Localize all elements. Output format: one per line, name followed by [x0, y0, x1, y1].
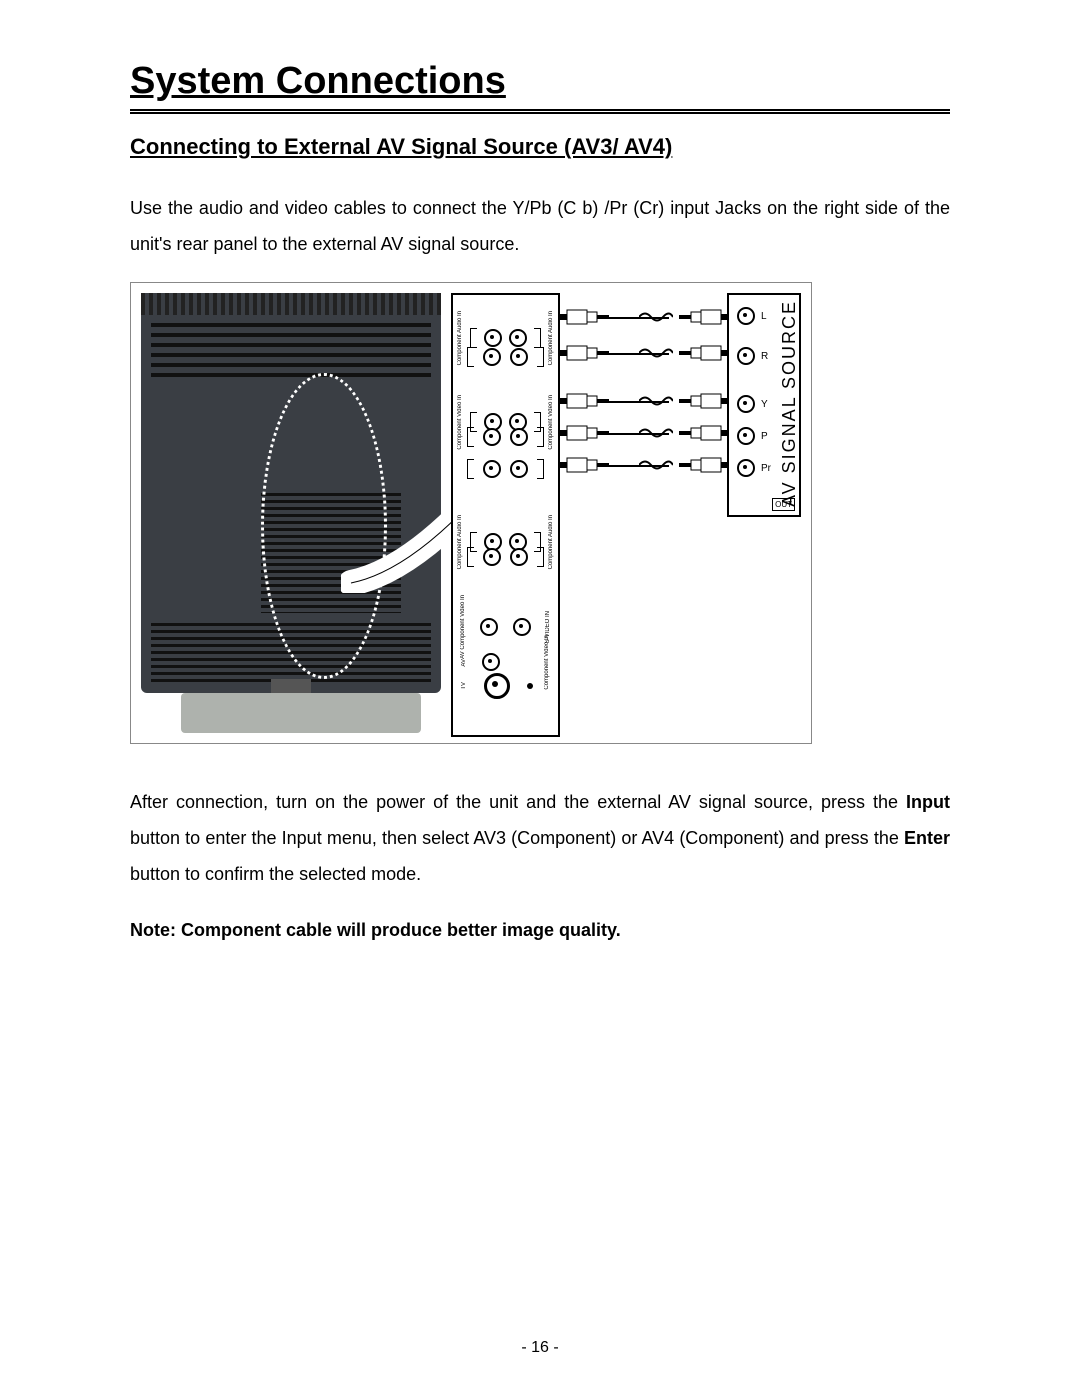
rca-jack-icon [509, 329, 527, 347]
jack-label: TV [461, 682, 467, 690]
source-jack: Pr [737, 459, 771, 477]
page-title: System Connections [130, 60, 950, 114]
enter-button-ref: Enter [904, 828, 950, 848]
tv-rear-illustration [141, 293, 441, 693]
jack-row: TV [453, 673, 558, 699]
coax-jack-icon [484, 673, 510, 699]
cable-slack-icon [639, 394, 673, 408]
rca-jack-icon [510, 428, 528, 446]
rca-jack-icon [510, 348, 528, 366]
rca-jack-icon [482, 653, 500, 671]
input-button-ref: Input [906, 792, 950, 812]
page-number: - 16 - [0, 1339, 1080, 1357]
cable-plug-icon [679, 344, 729, 362]
cable-plug-icon [559, 392, 609, 410]
cable-slack-icon [639, 458, 673, 472]
text: button to enter the Input menu, then sel… [130, 828, 904, 848]
jack-row [453, 547, 558, 567]
jack-row [453, 427, 558, 447]
rca-jack-icon [483, 460, 501, 478]
rca-jack-icon [510, 548, 528, 566]
cable-slack-icon [639, 346, 673, 360]
jack-letter: Pr [761, 463, 771, 474]
jack-panel-detail: Component Audio In Component Audio In Co… [451, 293, 560, 737]
instruction-paragraph: After connection, turn on the power of t… [130, 784, 950, 892]
jack-letter: R [761, 351, 768, 362]
jack-label: AV [461, 659, 467, 667]
jack-letter: P [761, 431, 768, 442]
aux-dot-icon [527, 683, 533, 689]
rca-jack-icon [513, 618, 531, 636]
source-jack: Y [737, 395, 768, 413]
cable-slack-icon [639, 310, 673, 324]
section-heading: Connecting to External AV Signal Source … [130, 134, 950, 160]
cable-plug-icon [559, 308, 609, 326]
cable-plug-icon [559, 344, 609, 362]
cable-slack-icon [639, 426, 673, 440]
manual-page: System Connections Connecting to Externa… [0, 0, 1080, 1397]
rca-jack-icon [737, 307, 755, 325]
text: button to confirm the selected mode. [130, 864, 421, 884]
rca-jack-icon [480, 618, 498, 636]
intro-paragraph: Use the audio and video cables to connec… [130, 190, 950, 262]
rca-jack-icon [737, 427, 755, 445]
note-paragraph: Note: Component cable will produce bette… [130, 912, 950, 948]
source-jack: R [737, 347, 768, 365]
rca-jack-icon [483, 548, 501, 566]
av-source-label: AV SIGNAL SOURCE [779, 293, 801, 513]
jack-letter: Y [761, 399, 768, 410]
jack-row [453, 347, 558, 367]
cable-plug-icon [679, 392, 729, 410]
connection-diagram: Component Audio In Component Audio In Co… [130, 282, 812, 744]
cable-plug-icon [559, 424, 609, 442]
rca-jack-icon [483, 348, 501, 366]
cable-plug-icon [559, 456, 609, 474]
cable-plug-icon [679, 456, 729, 474]
rca-jack-icon [510, 460, 528, 478]
source-jack: L [737, 307, 767, 325]
rca-jack-icon [737, 347, 755, 365]
rca-jack-icon [737, 459, 755, 477]
text: After connection, turn on the power of t… [130, 792, 906, 812]
rca-jack-icon [737, 395, 755, 413]
cable-plug-icon [679, 308, 729, 326]
rca-jack-icon [484, 329, 502, 347]
jack-letter: L [761, 311, 767, 322]
jack-row [453, 459, 558, 479]
source-jack: P [737, 427, 768, 445]
cable-plug-icon [679, 424, 729, 442]
rca-jack-icon [483, 428, 501, 446]
